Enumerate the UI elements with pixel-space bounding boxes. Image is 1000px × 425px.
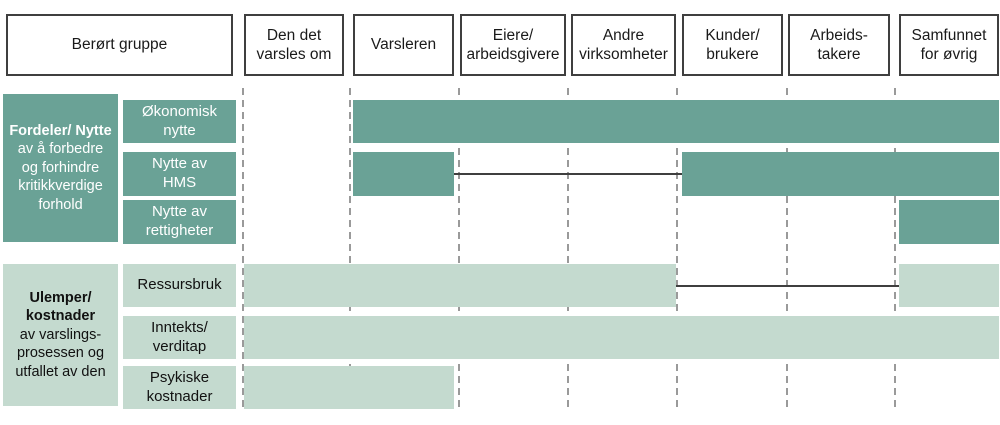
group-title-benefits: Fordeler/ Nytte av å forbedre og forhindr… [3, 94, 118, 242]
row-label: Nytte av rettigheter [123, 200, 236, 244]
row-label: Ressursbruk [123, 264, 236, 307]
column-divider [786, 88, 788, 410]
impact-bar [353, 100, 999, 143]
row-label: Inntekts/ verditap [123, 316, 236, 359]
impact-bar [244, 264, 676, 307]
column-header-4: Andre virksomheter [571, 14, 676, 76]
impact-bar [899, 264, 999, 307]
column-header-1: Den det varsles om [244, 14, 344, 76]
group-title-bold: Ulemper/ kostnader [25, 289, 96, 325]
column-divider [458, 88, 460, 410]
group-title-rest: av varslings- prosessen og utfallet av d… [15, 326, 106, 380]
column-header-5: Kunder/ brukere [682, 14, 783, 76]
row-label: Psykiske kostnader [123, 366, 236, 409]
column-divider [567, 88, 569, 410]
column-divider [894, 88, 896, 410]
impact-bar [353, 152, 454, 196]
column-header-7: Samfunnet for øvrig [899, 14, 999, 76]
group-header-box: Berørt gruppe [6, 14, 233, 76]
impact-bar [244, 366, 454, 409]
column-header-3: Eiere/ arbeidsgivere [460, 14, 566, 76]
row-label: Økonomisk nytte [123, 100, 236, 143]
impact-bar [244, 316, 999, 359]
column-divider [349, 88, 351, 410]
group-title-bold: Fordeler/ Nytte [9, 122, 112, 139]
group-title-rest: av å forbedre og forhindre kritikkverdig… [17, 141, 104, 213]
row-label: Nytte av HMS [123, 152, 236, 196]
column-divider [242, 88, 244, 410]
connector-line [454, 173, 682, 175]
column-header-6: Arbeids- takere [788, 14, 890, 76]
impact-bar [682, 152, 999, 196]
group-title-costs: Ulemper/ kostnader av varslings- prosesse… [3, 264, 118, 406]
column-divider [676, 88, 678, 410]
column-header-2: Varsleren [353, 14, 454, 76]
impact-bar [899, 200, 999, 244]
connector-line [676, 285, 899, 287]
